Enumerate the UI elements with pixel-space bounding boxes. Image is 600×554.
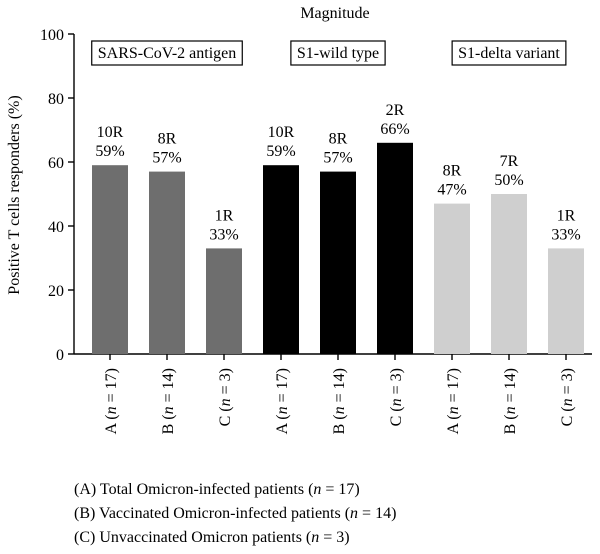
bar-responders-label: 1R — [215, 207, 234, 224]
legend-text: = 17) — [321, 481, 360, 498]
x-tick-label: A (n = 17) — [103, 368, 120, 434]
legend-variable: n — [313, 481, 322, 498]
group-label-box — [290, 40, 386, 66]
bar-responders-label: 8R — [443, 163, 462, 180]
bars: 10R 59% A (n = 17) 8R 57% B (n = 14) 1R 33% C (n… — [91, 40, 584, 434]
x-tick-label: B (n = 14) — [331, 368, 348, 434]
y-tick-label: 20 — [48, 283, 64, 300]
y-tick-label: 60 — [48, 155, 64, 172]
legend-item-c: (C) Unvaccinated Omicron patients (n = 3… — [74, 526, 396, 550]
legend-text: (A) Total Omicron-infected patients ( — [74, 481, 314, 498]
bar-percent-label: 57% — [323, 150, 352, 167]
y-tick-label: 100 — [40, 27, 64, 44]
legend-text: = 3) — [319, 529, 350, 546]
bar — [92, 165, 128, 354]
group-label: S1-wild type — [297, 45, 379, 62]
bar — [263, 165, 299, 354]
x-tick-label: B (n = 14) — [160, 368, 177, 434]
bar — [434, 203, 470, 354]
chart-title: Magnitude — [300, 5, 369, 22]
y-axis-label: Positive T cells responders (%) — [6, 95, 23, 294]
bar — [206, 248, 242, 354]
group-label-box — [91, 40, 243, 66]
legend-text: = 14) — [358, 505, 397, 522]
legend-text: (B) Vaccinated Omicron-infected patients… — [74, 505, 351, 522]
bar-percent-label: 33% — [551, 226, 580, 243]
legend-item-b: (B) Vaccinated Omicron-infected patients… — [74, 502, 396, 526]
legend-item-a: (A) Total Omicron-infected patients (n =… — [74, 478, 396, 502]
x-tick-label: B (n = 14) — [502, 368, 519, 434]
bar-responders-label: 2R — [386, 102, 405, 119]
legend: (A) Total Omicron-infected patients (n =… — [74, 478, 396, 550]
x-tick-label: C (n = 3) — [559, 368, 576, 426]
bar-responders-label: 10R — [97, 124, 124, 141]
x-tick-label: A (n = 17) — [445, 368, 462, 434]
bar-percent-label: 57% — [152, 150, 181, 167]
group-label: SARS-CoV-2 antigen — [98, 45, 237, 62]
group-label: S1-delta variant — [458, 45, 560, 62]
legend-variable: n — [311, 529, 320, 546]
group-label-box — [451, 40, 567, 66]
bar — [377, 142, 413, 354]
x-tick-label: C (n = 3) — [388, 368, 405, 426]
x-tick-label: C (n = 3) — [217, 368, 234, 426]
bar-percent-label: 50% — [494, 172, 523, 189]
bar — [320, 171, 356, 354]
y-tick-label: 80 — [48, 91, 64, 108]
bar — [491, 194, 527, 354]
bar-percent-label: 33% — [209, 226, 238, 243]
bar-percent-label: 66% — [380, 121, 409, 138]
bar-responders-label: 7R — [500, 153, 519, 170]
legend-text: (C) Unvaccinated Omicron patients ( — [74, 529, 312, 546]
bar-responders-label: 8R — [329, 131, 348, 148]
legend-variable: n — [350, 505, 359, 522]
bar — [149, 171, 185, 354]
bar-percent-label: 47% — [437, 182, 466, 199]
y-tick-label: 40 — [48, 219, 64, 236]
bar-percent-label: 59% — [95, 143, 124, 160]
bar-responders-label: 1R — [557, 207, 576, 224]
y-tick-label: 0 — [56, 347, 64, 364]
bar-responders-label: 10R — [268, 124, 295, 141]
bar — [548, 248, 584, 354]
bar-percent-label: 59% — [266, 143, 295, 160]
bar-responders-label: 8R — [158, 131, 177, 148]
x-tick-label: A (n = 17) — [274, 368, 291, 434]
